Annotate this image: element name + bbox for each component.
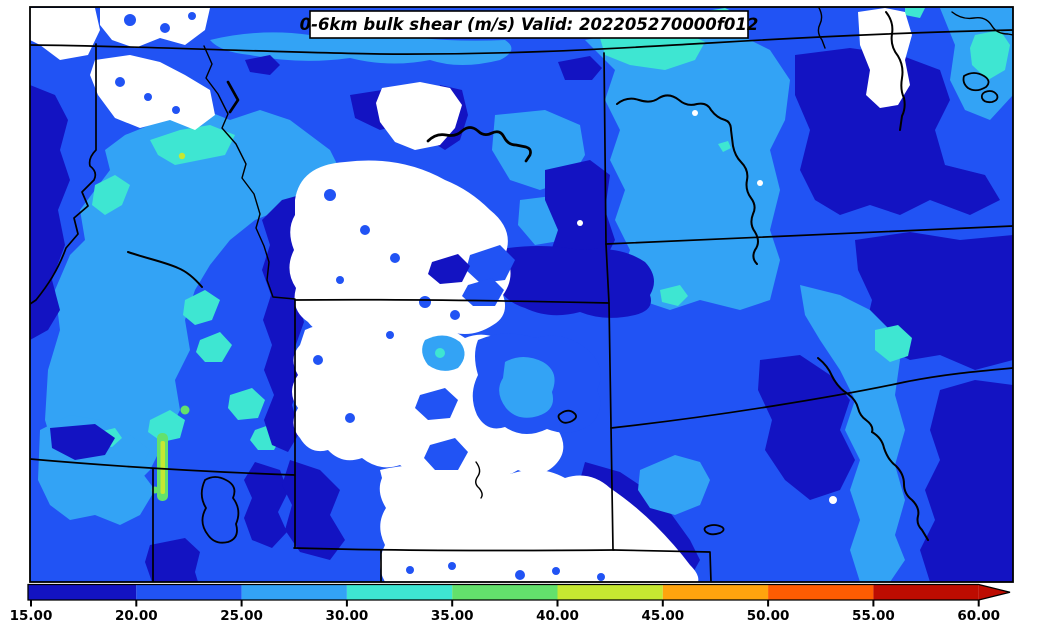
colorbar-segment (873, 584, 979, 600)
sd-ne-border (610, 367, 1013, 429)
contour-35-45-specks (151, 152, 190, 501)
mt-south-border (294, 298, 610, 304)
political-boundaries (30, 29, 1013, 582)
souris-james-river (885, 11, 906, 131)
colorbar-segment (346, 584, 453, 600)
salmon-river (127, 251, 203, 288)
north-platte-river (475, 461, 483, 499)
colorbar-segment (768, 584, 874, 600)
colorbar: 15.00 20.00 25.00 30.00 35.00 40.00 45.00 50.00… (10, 583, 1011, 624)
nd-sd-border (605, 225, 1013, 245)
corner-river (951, 11, 1013, 36)
devils-lake-outline (962, 72, 990, 92)
id-west-border (30, 43, 97, 305)
colorbar-tick-label: 50.00 (747, 608, 790, 624)
nebraska-lake-outline (703, 524, 725, 536)
wyoming-lake-outline (557, 409, 577, 424)
contour-islands-in-white (115, 12, 605, 581)
map-title: 0-6km bulk shear (m/s) Valid: 2022052700… (300, 15, 759, 34)
contour-25-30-ne-spot (638, 455, 710, 515)
colorbar-over-arrow (978, 584, 1010, 600)
title-box: 0-6km bulk shear (m/s) Valid: 2022052700… (300, 10, 759, 39)
mt-nd-border (603, 52, 607, 245)
contour-30-35-sd-spot (875, 325, 912, 362)
contour-25-30-sd-band (800, 285, 905, 582)
map-frame (29, 6, 1014, 583)
colorbar-segment (241, 584, 347, 600)
colorbar-tick-label: 35.00 (431, 608, 474, 624)
colorbar-outline (27, 583, 1011, 601)
colorbar-tick-label: 55.00 (852, 608, 895, 624)
fort-peck-lake (426, 126, 532, 163)
missouri-river-nd (616, 94, 759, 265)
colorbar-segment (136, 584, 242, 600)
missouri-river-sd-ne (871, 431, 929, 541)
id-ut-nv-border (30, 458, 296, 476)
id-mt-border (203, 45, 296, 300)
rivers-and-lakes (127, 7, 1013, 544)
colorbar-segment (662, 584, 769, 600)
wy-south-border (293, 547, 615, 552)
small-lake-outline (980, 90, 999, 104)
colorbar-tick-label: 20.00 (115, 608, 158, 624)
colorbar-tick-label: 25.00 (220, 608, 263, 624)
colorbar-segment (28, 584, 137, 600)
missouri-river-sd (817, 357, 874, 433)
ne-co-border (613, 549, 712, 582)
colorbar-tick-label: 40.00 (536, 608, 579, 624)
colorbar-segment (452, 584, 558, 600)
shear-contour-fills (30, 7, 1013, 582)
colorbar-tick-label: 15.00 (10, 608, 53, 624)
idaho-panhandle-lake (226, 80, 240, 114)
colorbar-segment (557, 584, 663, 600)
colorbar-tick-label: 45.00 (641, 608, 684, 624)
title-box-background (309, 10, 749, 39)
canada-border (30, 29, 1013, 55)
colorbar-tick-label: 60.00 (957, 608, 1000, 624)
great-salt-lake-outline (200, 476, 240, 544)
manitoba-river (817, 7, 826, 49)
colorbar-tick-label: 30.00 (326, 608, 369, 624)
